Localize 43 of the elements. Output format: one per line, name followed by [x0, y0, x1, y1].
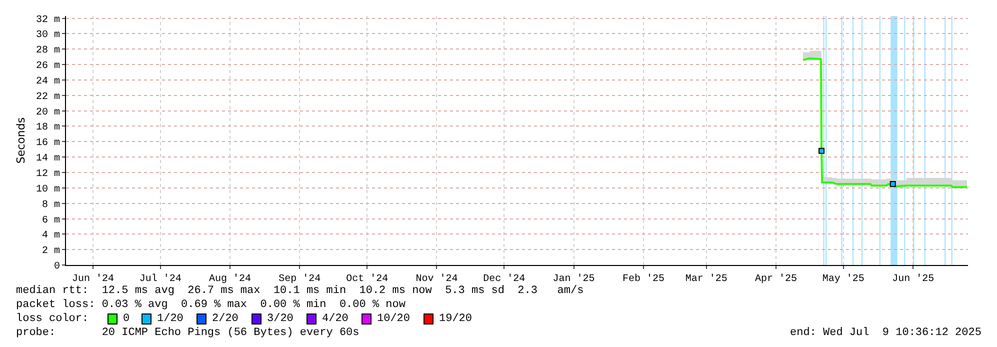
x-tick-label: Feb '25 — [622, 273, 664, 285]
text: probe: 20 ICMP Echo Pings (56 Bytes) every 60s — [16, 327, 360, 339]
y-tick-label: 22 m — [36, 92, 60, 103]
x-tick-label: Sep '24 — [278, 273, 321, 285]
x-tick-label: Jan '25 — [552, 273, 595, 285]
legend-label: 10/20 — [377, 313, 410, 325]
y-tick-label: 32 m — [36, 14, 60, 26]
y-tick-label: 4 m — [42, 230, 60, 242]
y-tick-label: 6 m — [42, 215, 60, 226]
y-tick-label: 10 m — [36, 184, 60, 196]
x-tick-label: Nov '24 — [416, 273, 458, 285]
y-tick-label: 8 m — [42, 200, 60, 211]
legend-label: 0 — [123, 313, 130, 325]
y-tick-label: 26 m — [36, 61, 60, 72]
y-tick-label: 24 m — [36, 76, 60, 88]
y-tick-label: 12 m — [36, 168, 60, 180]
x-tick-label: Jun '25 — [892, 273, 934, 285]
text: median rtt: 12.5 ms avg 26.7 ms max 10.1 ms min 10.2 ms now 5.3 ms sd 2.3 am/s — [16, 285, 584, 297]
y-tick-label: 28 m — [36, 46, 60, 57]
x-tick-label: Apr '25 — [755, 273, 798, 285]
x-tick-label: May '25 — [822, 273, 864, 285]
y-tick-label: 30 m — [36, 30, 60, 42]
x-tick-label: Jun '24 — [72, 273, 114, 285]
text: end: Wed Jul 9 10:36:12 2025 — [790, 327, 982, 339]
legend-label: 19/20 — [439, 313, 472, 325]
y-tick-label: 20 m — [36, 107, 60, 118]
legend-label: 1/20 — [157, 313, 184, 325]
x-tick-label: Dec '24 — [483, 273, 526, 285]
x-tick-label: Jul '24 — [139, 273, 182, 285]
text: loss color: — [16, 313, 89, 325]
y-tick-label: 18 m — [36, 122, 60, 134]
text: packet loss: 0.03 % avg 0.69 % max 0.00 % min 0.00 % now — [16, 299, 406, 311]
x-tick-label: Oct '24 — [346, 273, 388, 285]
legend-label: 3/20 — [267, 313, 294, 325]
y-axis-title: Seconds — [14, 117, 28, 164]
legend-label: 4/20 — [322, 313, 348, 325]
y-tick-label: 0 — [54, 262, 60, 272]
x-tick-label: Mar '25 — [685, 273, 728, 285]
y-tick-label: 16 m — [36, 138, 60, 150]
y-tick-label: 2 m — [42, 246, 60, 258]
y-tick-label: 14 m — [36, 154, 60, 165]
legend-label: 2/20 — [212, 313, 238, 325]
x-tick-label: Aug '24 — [209, 273, 252, 285]
